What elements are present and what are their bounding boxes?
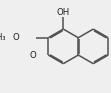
- Text: CH₃: CH₃: [0, 33, 6, 42]
- Text: O: O: [29, 51, 36, 60]
- Text: O: O: [12, 33, 19, 42]
- Text: OH: OH: [57, 8, 70, 17]
